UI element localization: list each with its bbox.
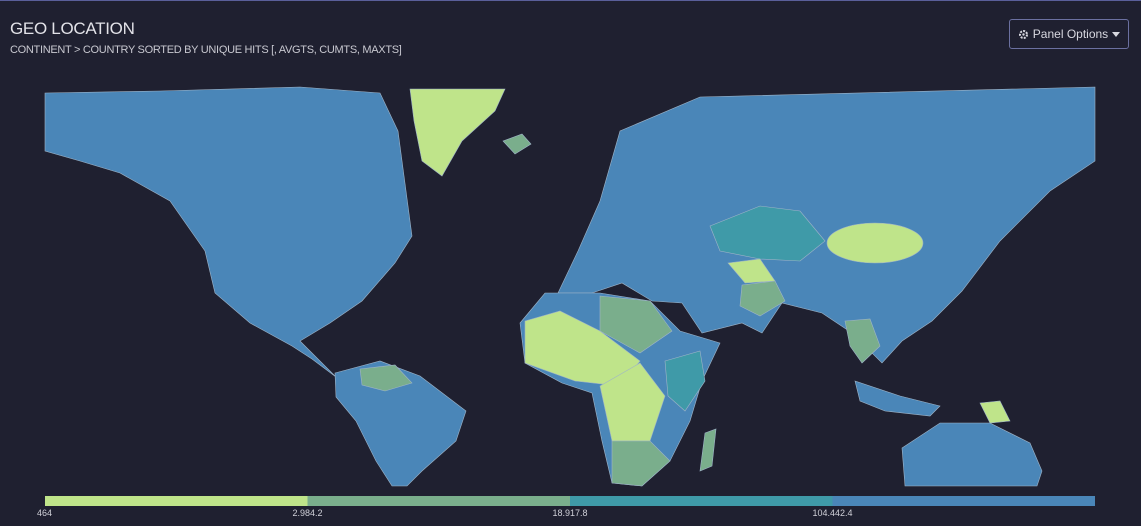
world-map: [44, 86, 1096, 487]
australia: [901, 422, 1043, 487]
venezuela: [359, 364, 413, 392]
title: GEO LOCATION: [10, 19, 135, 38]
legend-label: 104.442.4: [812, 508, 852, 518]
indochina: [844, 318, 881, 364]
madagascar: [699, 428, 717, 472]
legend-swatch: [832, 496, 1095, 506]
subtitle: CONTINENT > COUNTRY SORTED BY UNIQUE HIT…: [10, 44, 402, 56]
legend-label: 18.917.8: [552, 508, 587, 518]
east-africa: [664, 350, 706, 412]
afghanistan: [739, 280, 786, 317]
legend-swatch: [307, 496, 570, 506]
south-america: [334, 360, 467, 487]
legend-label: 2.984.2: [292, 508, 322, 518]
mongolia: [826, 222, 924, 264]
sahara: [599, 295, 673, 354]
legend-swatch: [570, 496, 833, 506]
caret: [1112, 31, 1121, 37]
kazakhstan: [709, 205, 826, 262]
button-label: Panel Options: [1032, 27, 1109, 41]
legend-swatch: [45, 496, 308, 506]
gear-icon: [1018, 29, 1028, 39]
north-america: [44, 86, 413, 378]
indonesia: [854, 380, 941, 417]
eurasia: [557, 86, 1096, 364]
iceland: [502, 133, 532, 155]
papua-new-guinea: [979, 400, 1011, 424]
panel-options-button[interactable]: Panel Options: [1009, 19, 1129, 49]
southern-africa: [611, 440, 671, 487]
legend-label: 464: [37, 508, 52, 518]
central-africa: [599, 362, 666, 442]
greenland: [409, 88, 506, 177]
